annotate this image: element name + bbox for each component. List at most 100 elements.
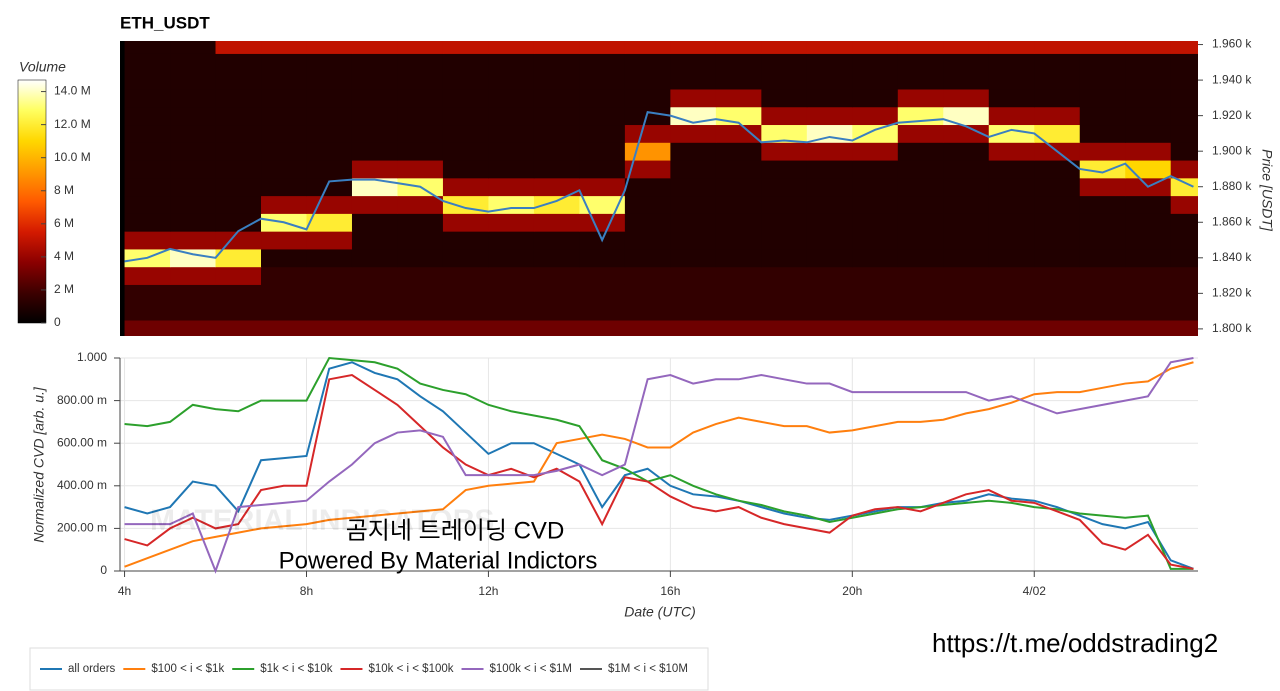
heatmap-cell [988, 142, 1035, 161]
heatmap-cell [897, 88, 944, 108]
heatmap-cell [488, 88, 535, 108]
colorbar [17, 79, 47, 324]
heatmap-cell [897, 124, 944, 143]
heatmap-cell [1125, 231, 1172, 250]
heatmap-cell [1034, 302, 1081, 321]
heatmap-cell [442, 213, 489, 232]
heatmap-cell [442, 53, 489, 72]
heatmap-cell [1170, 41, 1198, 54]
heatmap-cell [670, 213, 717, 232]
heatmap-cell [442, 142, 489, 161]
x-tick-label: 16h [660, 584, 680, 598]
heatmap-cell [670, 88, 717, 108]
heatmap-cell [397, 195, 444, 214]
colorbar-tick-label: 8 M [54, 183, 74, 197]
heatmap-cell [397, 41, 444, 54]
heatmap-cell [897, 53, 944, 72]
heatmap-cell [761, 71, 808, 90]
heatmap-cell [715, 71, 762, 90]
heatmap-cell [806, 284, 853, 303]
heatmap-cell [1125, 53, 1172, 72]
heatmap-cell [1079, 302, 1126, 321]
heatmap-cell [215, 106, 262, 126]
heatmap-cell [852, 53, 899, 72]
heatmap-cell [806, 266, 853, 285]
heatmap-cell [1125, 71, 1172, 90]
heatmap-cell [1034, 41, 1081, 54]
heatmap-cell [397, 71, 444, 90]
y-tick-label: 1.900 k [1212, 143, 1252, 157]
heatmap-cell [442, 248, 489, 268]
heatmap-cell [124, 231, 171, 250]
heatmap-cell [943, 53, 990, 72]
heatmap [120, 41, 1198, 336]
heatmap-cell [533, 53, 580, 72]
heatmap-cell [579, 320, 626, 336]
heatmap-cell [170, 302, 217, 321]
heatmap-cell [624, 106, 671, 126]
heatmap-cell [1079, 41, 1126, 54]
heatmap-cell [1125, 248, 1172, 268]
heatmap-cell [579, 71, 626, 90]
heatmap-cell [806, 195, 853, 214]
heatmap-cell [442, 266, 489, 285]
heatmap-cell [533, 106, 580, 126]
heatmap-cell [1125, 213, 1172, 232]
heatmap-cell [1125, 302, 1172, 321]
heatmap-cell [1034, 160, 1081, 179]
y-tick-label: 800.00 m [57, 393, 107, 407]
heatmap-cell [351, 160, 398, 179]
heatmap-cell [715, 142, 762, 161]
heatmap-cell [170, 231, 217, 250]
heatmap-cell [897, 177, 944, 197]
heatmap-cell [397, 106, 444, 126]
heatmap-cell [215, 320, 262, 336]
heatmap-cell [1170, 106, 1198, 126]
heatmap-cell [488, 160, 535, 179]
heatmap-cell [761, 284, 808, 303]
heatmap-cell [897, 284, 944, 303]
heatmap-cell [715, 213, 762, 232]
heatmap-cell [1170, 302, 1198, 321]
heatmap-cell [1170, 177, 1198, 197]
heatmap-cell [1125, 142, 1172, 161]
heatmap-cell [215, 160, 262, 179]
heatmap-cell [897, 195, 944, 214]
heatmap-cell [1170, 284, 1198, 303]
heatmap-cell [261, 142, 307, 161]
heatmap-cell [852, 177, 899, 197]
heatmap-cell [624, 124, 671, 143]
heatmap-cell [624, 266, 671, 285]
heatmap-cell [1079, 177, 1126, 197]
heatmap-cell [670, 320, 717, 336]
heatmap-cell [715, 195, 762, 214]
heatmap-cell [1079, 248, 1126, 268]
y-tick-label: 1.920 k [1212, 108, 1252, 122]
heatmap-cell [488, 231, 535, 250]
heatmap-cell [1079, 71, 1126, 90]
y-tick-label: 1.840 k [1212, 250, 1252, 264]
heatmap-cell [943, 142, 990, 161]
heatmap-cell [988, 124, 1035, 143]
heatmap-cell [579, 160, 626, 179]
annotation: 곰지네 트레이딩 CVD [346, 517, 565, 544]
heatmap-cell [351, 266, 398, 285]
heatmap-cell [670, 195, 717, 214]
heatmap-cell [306, 266, 353, 285]
series-line [124, 373, 1194, 570]
heatmap-cell [124, 41, 171, 54]
heatmap-cell [761, 53, 808, 72]
heatmap-cell [261, 284, 307, 303]
heatmap-cell [670, 231, 717, 250]
heatmap-cell [852, 302, 899, 321]
series-lines [124, 356, 1194, 574]
heatmap-cell [1079, 231, 1126, 250]
heatmap-cell [1079, 266, 1126, 285]
heatmap-cell [442, 106, 489, 126]
heatmap-cell [761, 41, 808, 54]
heatmap-cell [442, 231, 489, 250]
heatmap-cell [170, 160, 217, 179]
heatmap-cell [261, 106, 307, 126]
heatmap-cell [761, 248, 808, 268]
heatmap-cell [897, 320, 944, 336]
